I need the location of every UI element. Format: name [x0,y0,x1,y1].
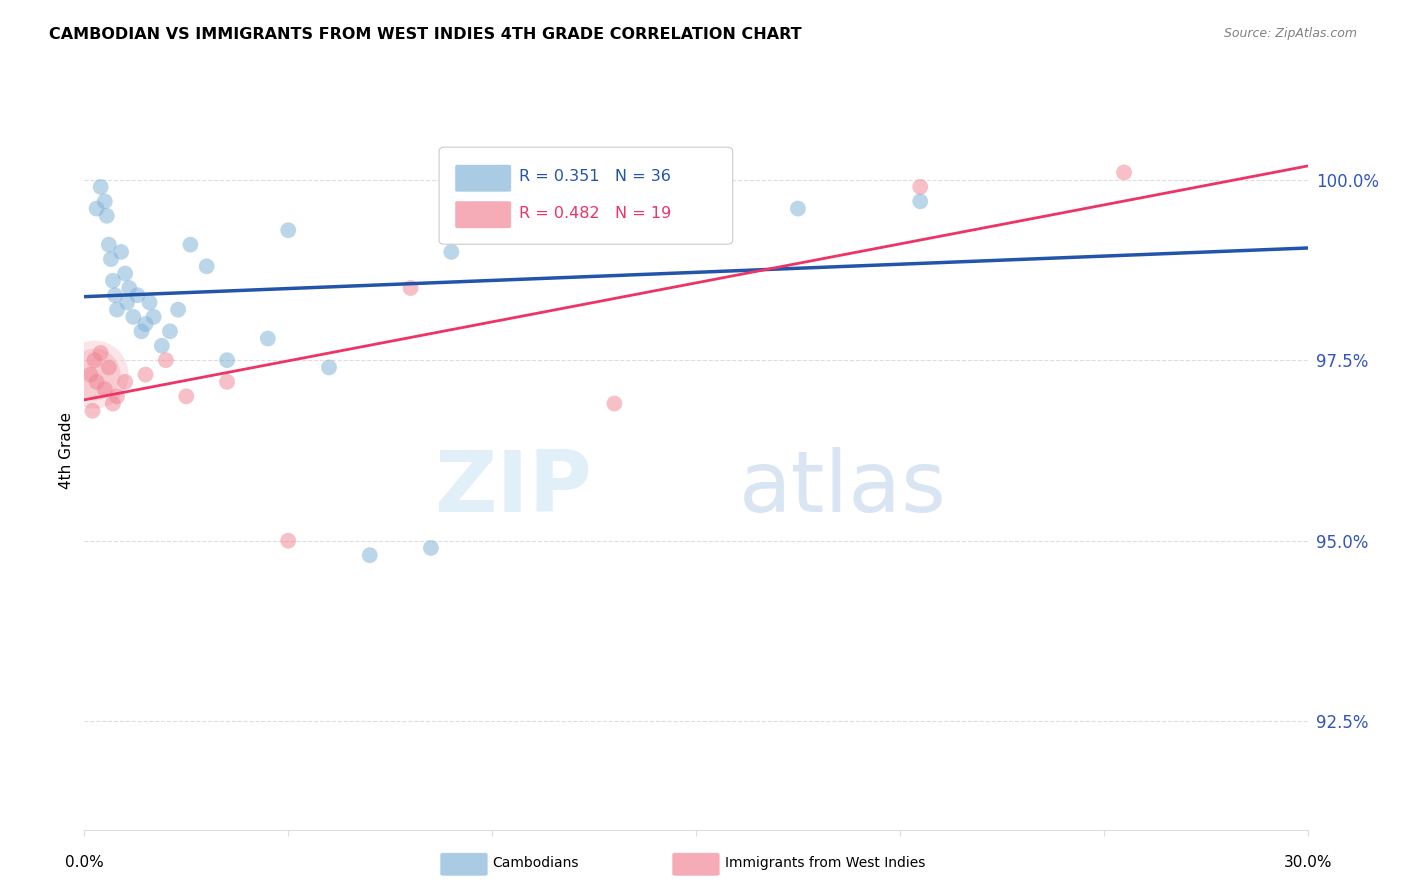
Text: Cambodians: Cambodians [492,856,579,871]
Point [217,353,239,368]
Point [101,396,124,410]
Point [110,244,132,259]
Point [127,288,149,302]
Text: 0.0%: 0.0% [65,855,104,870]
Point [159,324,181,338]
Point [122,310,145,324]
Point [86,375,108,389]
Point [83,368,105,382]
Point [910,194,932,209]
Point [101,274,124,288]
Point [115,295,138,310]
Point [787,202,810,216]
Point [277,533,299,548]
Point [93,382,115,396]
Point [83,368,105,382]
Point [97,360,120,375]
Point [1114,165,1136,179]
Point [420,541,443,555]
Point [93,194,115,209]
Point [131,324,153,338]
Point [138,295,160,310]
Point [910,180,932,194]
Point [174,389,197,403]
Point [79,368,101,382]
Point [440,244,463,259]
Point [90,346,112,360]
Point [318,360,340,375]
Text: Source: ZipAtlas.com: Source: ZipAtlas.com [1223,27,1357,40]
Point [167,302,190,317]
Point [142,310,165,324]
Point [83,353,105,368]
FancyBboxPatch shape [456,165,512,192]
Point [135,317,157,331]
Text: ZIP: ZIP [434,447,592,530]
Point [562,223,585,237]
Point [86,202,108,216]
Point [118,281,141,295]
Text: Immigrants from West Indies: Immigrants from West Indies [725,856,927,871]
Point [114,267,136,281]
Point [104,288,127,302]
Point [624,216,647,230]
Point [706,209,728,223]
FancyBboxPatch shape [456,201,512,228]
Point [105,389,128,403]
Y-axis label: 4th Grade: 4th Grade [59,412,75,489]
Point [90,180,112,194]
Point [150,339,173,353]
Point [277,223,299,237]
FancyBboxPatch shape [439,147,733,244]
Point [179,237,201,252]
Point [135,368,157,382]
Text: CAMBODIAN VS IMMIGRANTS FROM WEST INDIES 4TH GRADE CORRELATION CHART: CAMBODIAN VS IMMIGRANTS FROM WEST INDIES… [49,27,801,42]
Point [105,302,128,317]
Point [96,209,118,223]
Text: atlas: atlas [738,447,946,530]
Text: 30.0%: 30.0% [1284,855,1331,870]
Point [217,375,239,389]
Text: R = 0.482   N = 19: R = 0.482 N = 19 [519,206,671,220]
Point [114,375,136,389]
Point [82,403,104,417]
Point [257,332,280,346]
Point [399,281,422,295]
Text: R = 0.351   N = 36: R = 0.351 N = 36 [519,169,671,185]
Point [603,396,626,410]
Point [100,252,122,266]
Point [195,260,218,274]
Point [155,353,177,368]
Point [359,548,381,562]
Point [97,237,120,252]
